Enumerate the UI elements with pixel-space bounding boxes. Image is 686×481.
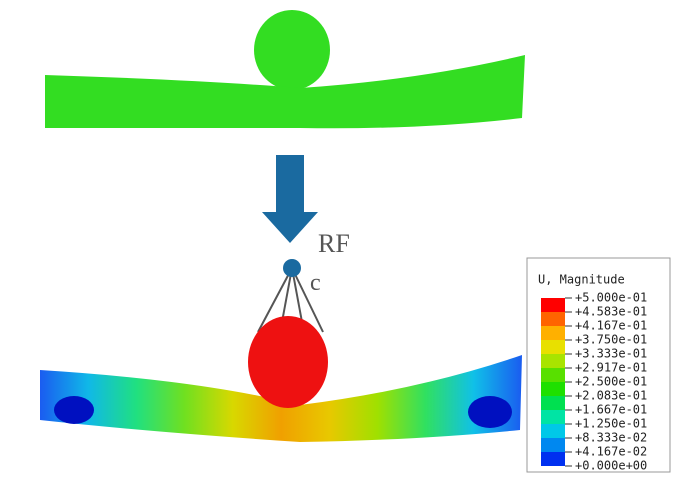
indenter-deformed — [248, 316, 328, 408]
legend-label: +3.750e-01 — [575, 333, 647, 347]
bone-end-right — [468, 396, 512, 428]
legend-swatch — [541, 424, 565, 438]
legend-title: U, Magnitude — [538, 273, 625, 287]
legend-swatch — [541, 354, 565, 368]
legend-swatch — [541, 298, 565, 312]
bone-end-left — [54, 396, 94, 424]
legend-label: +2.500e-01 — [575, 375, 647, 389]
ref-point — [283, 259, 301, 277]
legend-swatch — [541, 382, 565, 396]
legend-label: +1.667e-01 — [575, 403, 647, 417]
legend-label: +4.167e-01 — [575, 319, 647, 333]
legend-label: +4.167e-02 — [575, 445, 647, 459]
legend: +5.000e-01+4.583e-01+4.167e-01+3.750e-01… — [541, 291, 647, 473]
legend-swatch — [541, 452, 565, 466]
legend-swatch — [541, 410, 565, 424]
legend-label: +0.000e+00 — [575, 459, 647, 473]
legend-swatch — [541, 326, 565, 340]
legend-label: +1.250e-01 — [575, 417, 647, 431]
legend-label: +2.083e-01 — [575, 389, 647, 403]
legend-label: +3.333e-01 — [575, 347, 647, 361]
legend-swatch — [541, 312, 565, 326]
legend-swatch — [541, 396, 565, 410]
legend-swatch — [541, 340, 565, 354]
legend-label: +2.917e-01 — [575, 361, 647, 375]
arrow — [262, 155, 318, 243]
c-label: c — [310, 270, 321, 296]
legend-label: +8.333e-02 — [575, 431, 647, 445]
legend-label: +5.000e-01 — [575, 291, 647, 305]
legend-swatch — [541, 368, 565, 382]
rf-label: RF — [318, 229, 350, 258]
indenter — [254, 10, 330, 90]
legend-label: +4.583e-01 — [575, 305, 647, 319]
figure: RF c U, Magnitude +5.000e-01+4.583e-01+4… — [0, 0, 686, 481]
legend-swatch — [541, 438, 565, 452]
